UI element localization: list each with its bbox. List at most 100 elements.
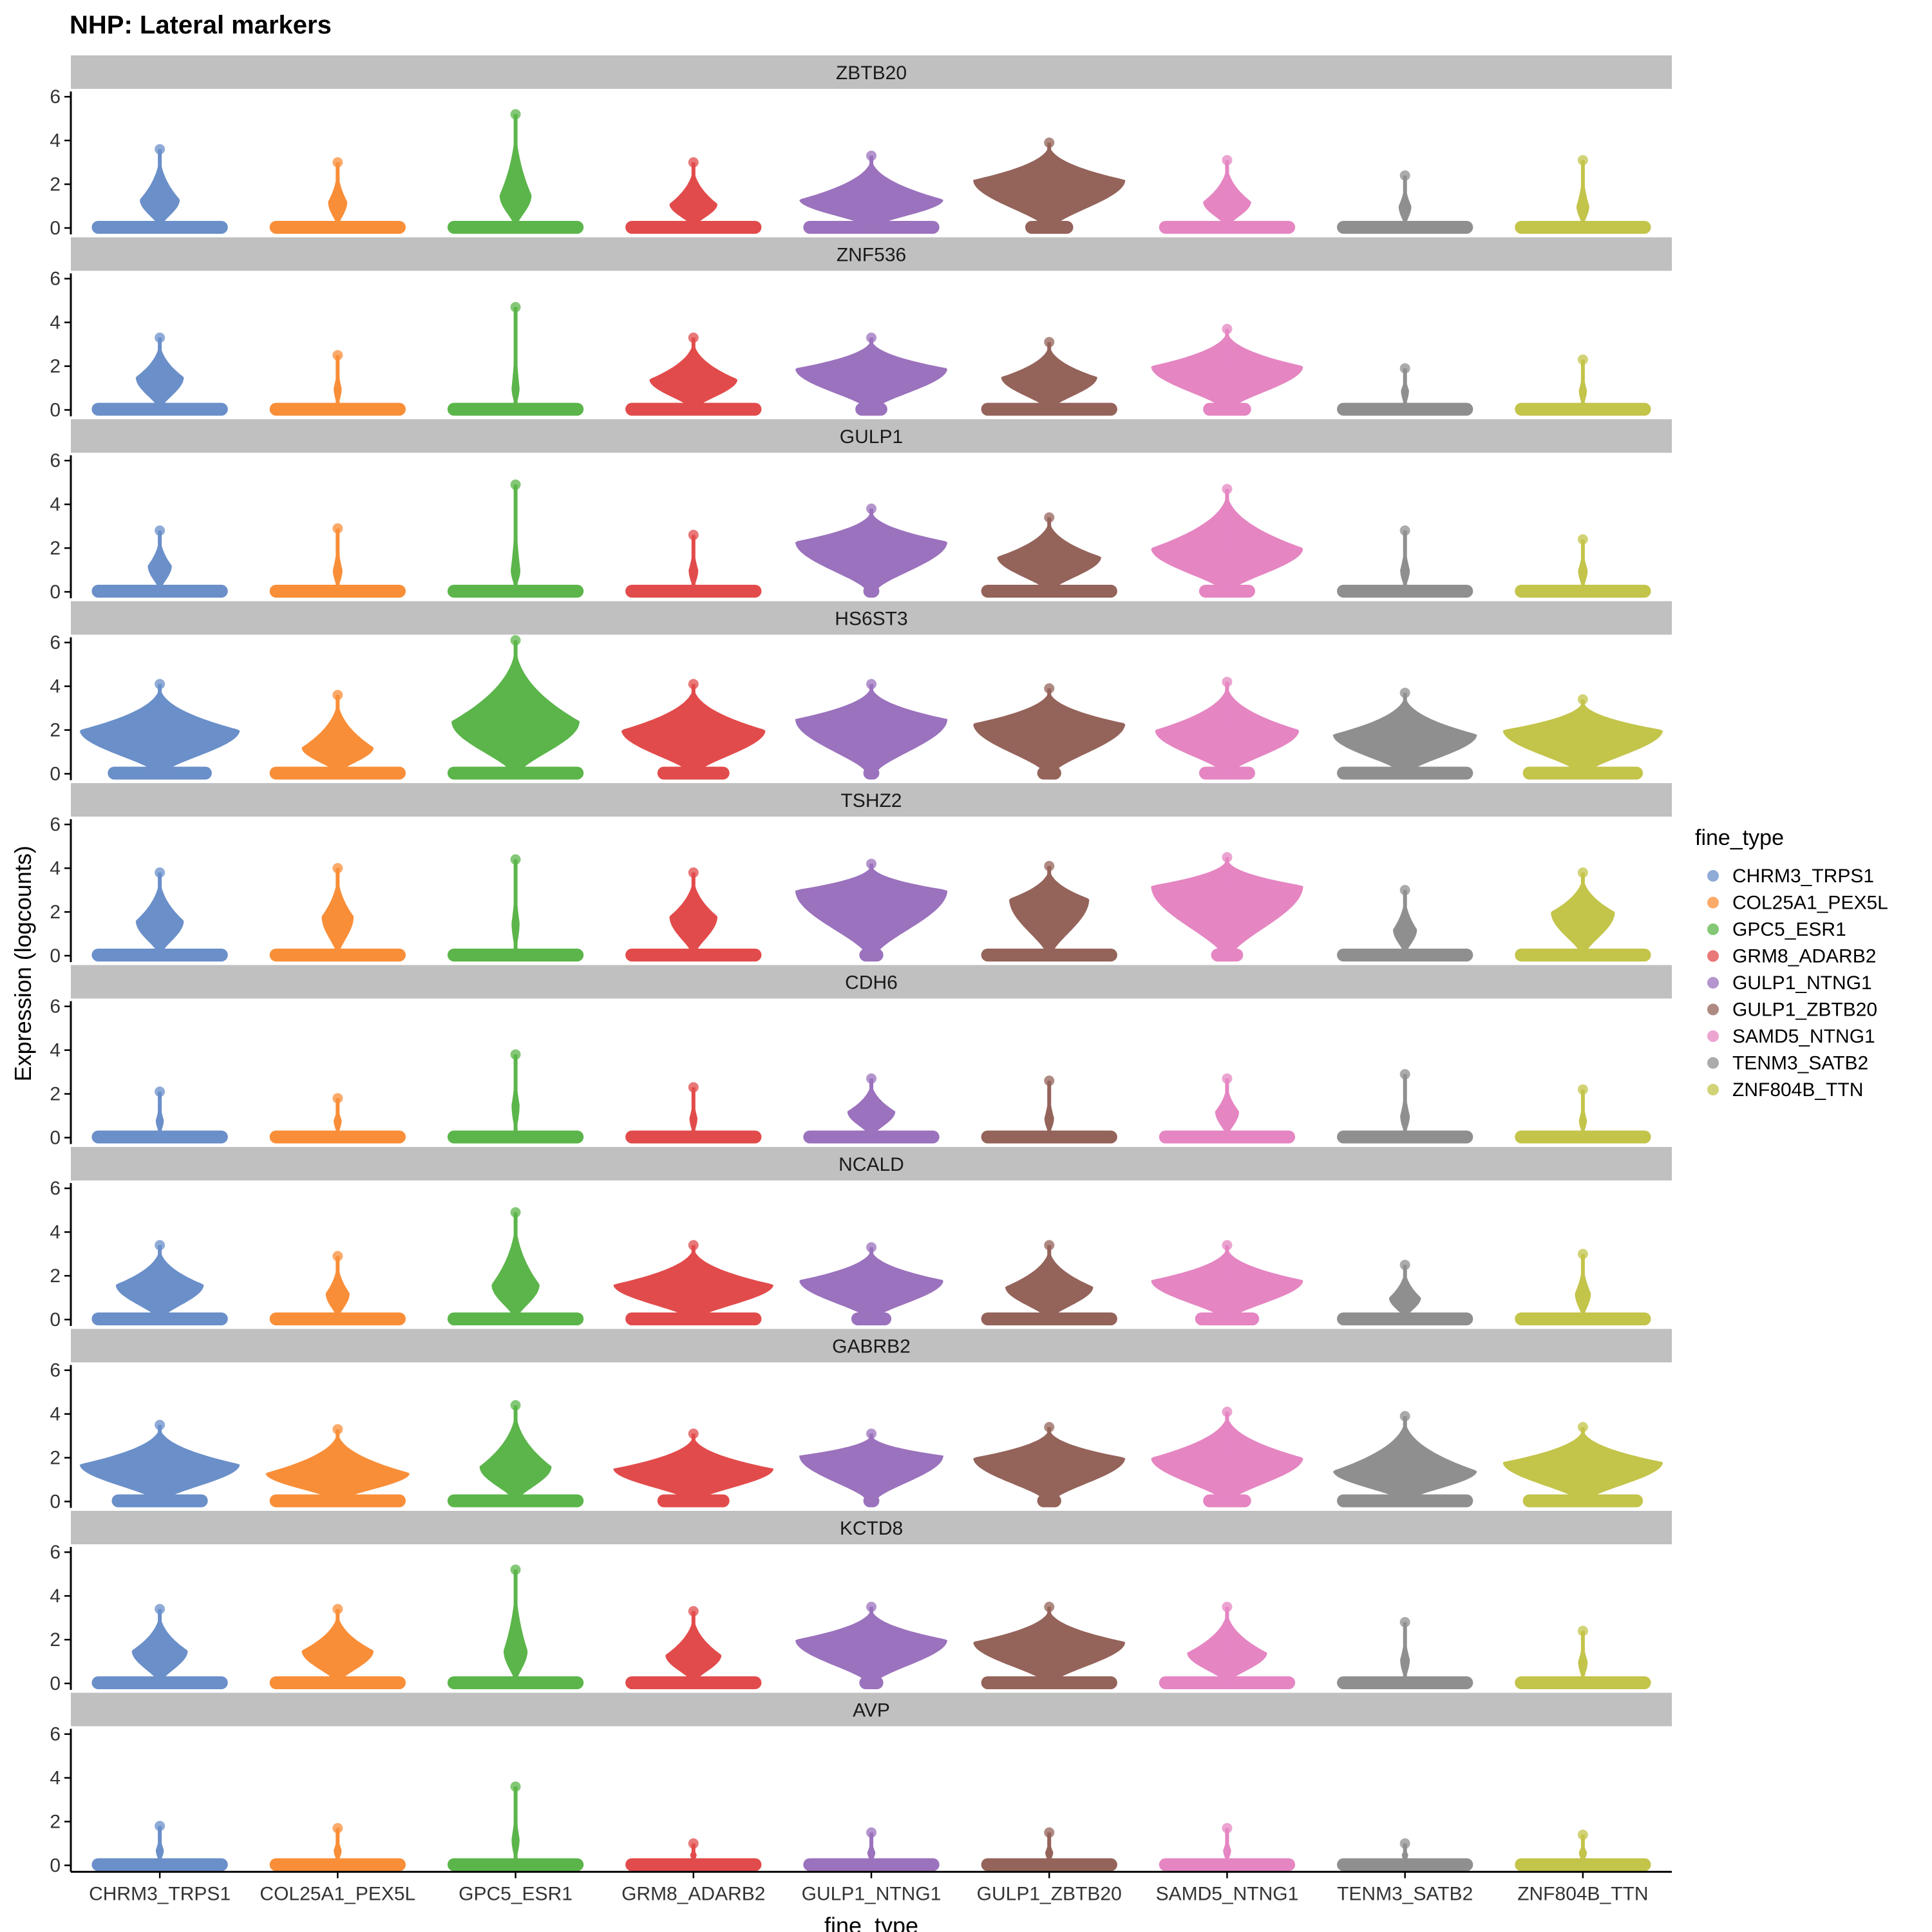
- y-tick-label: 4: [50, 130, 61, 151]
- violin: [981, 337, 1117, 416]
- violin-zero-band: [803, 1130, 940, 1144]
- legend-key: [1707, 923, 1719, 935]
- violin-zero-band: [269, 948, 406, 961]
- max-point: [688, 1082, 699, 1093]
- violin: [447, 1564, 584, 1689]
- violin-zero-band: [1337, 1676, 1473, 1689]
- facet-panel: GULP1 0 2 4 6: [50, 419, 1672, 603]
- violin-zero-band: [657, 1494, 730, 1508]
- max-point: [688, 529, 699, 540]
- violin-zero-band: [269, 766, 406, 780]
- max-point: [1222, 484, 1233, 495]
- violin-body: [1502, 1427, 1663, 1500]
- facet-strip-label: GABRB2: [832, 1336, 911, 1358]
- max-point: [1044, 1240, 1055, 1251]
- violin: [91, 867, 228, 961]
- facet-strip: [71, 1511, 1672, 1544]
- max-point: [1222, 1823, 1233, 1833]
- violin: [625, 157, 762, 234]
- violin: [269, 863, 406, 961]
- y-tick-label: 6: [50, 86, 61, 108]
- violin-zero-band: [1515, 1676, 1651, 1689]
- violin: [91, 1821, 228, 1871]
- violin: [973, 683, 1126, 780]
- y-tick-label: 6: [50, 632, 61, 654]
- violin: [269, 1604, 406, 1689]
- max-point: [332, 1251, 343, 1262]
- facet-panel: ZNF536 0 2 4 6: [50, 237, 1672, 421]
- y-tick-label: 4: [50, 676, 61, 697]
- violin-zero-band: [1337, 1312, 1473, 1325]
- max-point: [1222, 1073, 1233, 1084]
- violin-zero-band: [1337, 1494, 1473, 1508]
- y-tick-label: 6: [50, 1178, 61, 1199]
- max-point: [332, 157, 343, 168]
- violin-body: [973, 688, 1126, 772]
- legend-label: CHRM3_TRPS1: [1732, 866, 1874, 887]
- max-point: [332, 690, 343, 701]
- y-tick-label: 0: [50, 1492, 61, 1513]
- violin-zero-band: [1515, 948, 1651, 961]
- max-point: [332, 1823, 343, 1833]
- max-point: [1577, 155, 1588, 166]
- max-point: [332, 523, 343, 534]
- violin-zero-band: [981, 1312, 1117, 1325]
- max-point: [1222, 852, 1233, 863]
- y-tick-label: 4: [50, 858, 61, 879]
- violin-zero-band: [91, 1858, 228, 1871]
- violin-zero-band: [1515, 1312, 1651, 1325]
- max-point: [332, 1424, 343, 1435]
- violin: [1332, 1411, 1477, 1508]
- legend-label: TENM3_SATB2: [1732, 1053, 1868, 1074]
- violin: [795, 503, 947, 598]
- violin: [625, 529, 762, 598]
- violin: [1515, 155, 1651, 234]
- y-tick-label: 6: [50, 1724, 61, 1745]
- max-point: [1399, 525, 1410, 536]
- violin: [91, 144, 228, 234]
- max-point: [1222, 1240, 1233, 1251]
- violin: [1515, 1625, 1651, 1689]
- violin-zero-band: [447, 1494, 584, 1508]
- facet-strip-label: AVP: [853, 1700, 890, 1721]
- violin-zero-band: [1337, 1858, 1473, 1871]
- max-point: [1577, 1422, 1588, 1433]
- legend-label: GRM8_ADARB2: [1732, 946, 1876, 967]
- violin-zero-band: [447, 402, 584, 416]
- y-tick-label: 2: [50, 1812, 61, 1833]
- y-tick-label: 2: [50, 1265, 61, 1287]
- max-point: [1577, 1084, 1588, 1095]
- violin-zero-band: [855, 402, 887, 416]
- y-axis-title: Expression (logcounts): [10, 846, 36, 1081]
- violin: [981, 1075, 1117, 1144]
- max-point: [1399, 1838, 1410, 1849]
- violin: [1159, 155, 1296, 234]
- y-tick-label: 2: [50, 356, 61, 377]
- x-tick-label: SAMD5_NTNG1: [1156, 1884, 1299, 1905]
- violin: [269, 1823, 406, 1871]
- max-point: [1222, 1406, 1233, 1417]
- x-tick-label: TENM3_SATB2: [1337, 1884, 1473, 1905]
- violin: [1332, 687, 1477, 780]
- violin-zero-band: [91, 1676, 228, 1689]
- violin: [265, 1424, 410, 1508]
- violin-zero-band: [1522, 766, 1643, 780]
- max-point: [510, 301, 521, 312]
- max-point: [332, 863, 343, 874]
- legend-key: [1707, 1084, 1719, 1095]
- violin-zero-band: [1337, 948, 1473, 961]
- violin-zero-band: [91, 584, 228, 598]
- max-point: [155, 1604, 166, 1615]
- violin-body: [1009, 866, 1090, 954]
- violin-zero-band: [111, 1494, 208, 1508]
- violin-zero-band: [1337, 584, 1473, 598]
- violin-zero-band: [447, 1130, 584, 1144]
- violin: [1151, 1406, 1303, 1508]
- facet-strip: [71, 1692, 1672, 1727]
- max-point: [866, 1073, 876, 1084]
- legend-key: [1707, 1057, 1719, 1069]
- violin-zero-band: [1515, 1858, 1651, 1871]
- violin-zero-band: [625, 220, 762, 234]
- violin: [1515, 1829, 1651, 1871]
- violin-zero-band: [1159, 1130, 1296, 1144]
